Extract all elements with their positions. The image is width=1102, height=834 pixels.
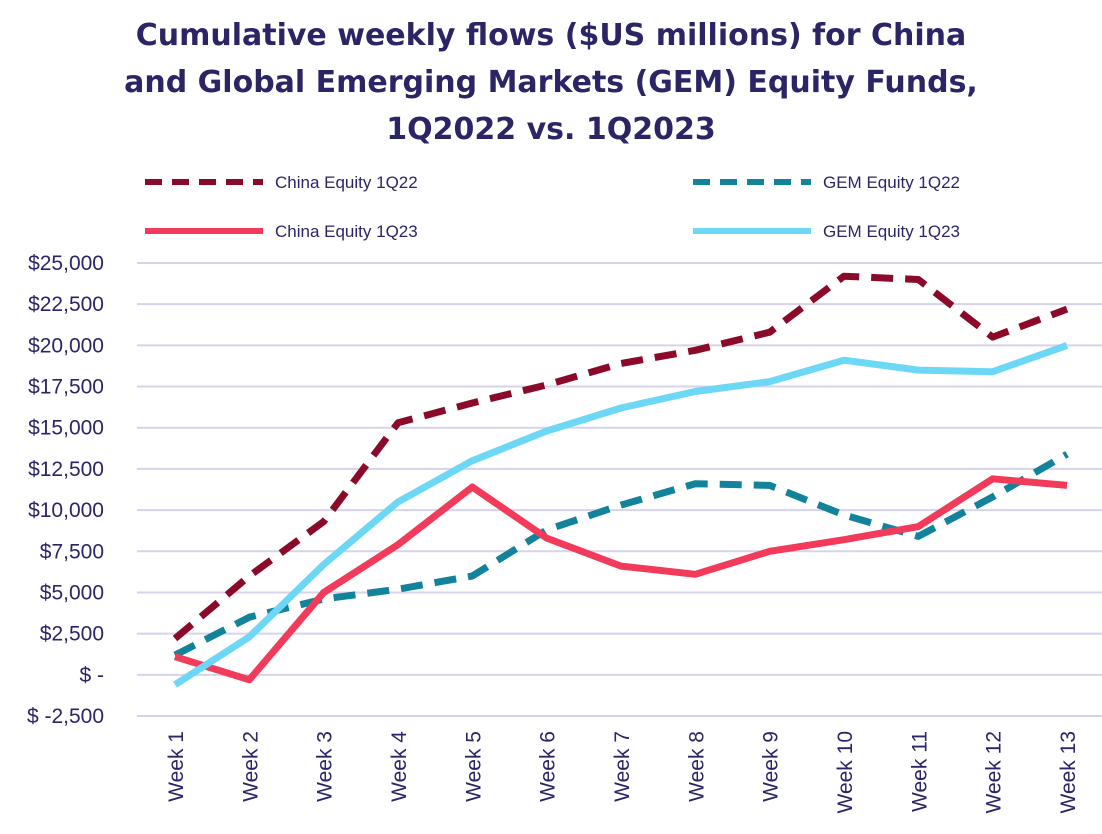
y-tick-label: $ - — [79, 664, 104, 687]
chart-title: Cumulative weekly flows ($US millions) f… — [0, 12, 1102, 153]
chart-title-line-1: Cumulative weekly flows ($US millions) f… — [135, 18, 967, 53]
legend: China Equity 1Q22 GEM Equity 1Q22 China Eq… — [145, 173, 960, 241]
series-lines — [172, 272, 1069, 688]
x-tick-label: Week 10 — [834, 731, 857, 814]
y-tick-label: $25,000 — [28, 252, 104, 275]
series-line-1 — [173, 451, 1069, 659]
series-line-0 — [172, 272, 1069, 642]
x-tick-label: Week 7 — [611, 731, 634, 802]
y-tick-label: $2,500 — [40, 623, 104, 646]
x-tick-label: Week 2 — [239, 731, 262, 802]
chart-title-line-2: and Global Emerging Markets (GEM) Equity… — [124, 65, 978, 100]
x-tick-label: Week 4 — [388, 731, 411, 802]
chart-title-line-3: 1Q2022 vs. 1Q2023 — [386, 112, 716, 147]
y-tick-label: $20,000 — [28, 334, 104, 357]
x-tick-label: Week 1 — [165, 731, 188, 802]
y-tick-label: $15,000 — [28, 417, 104, 440]
x-tick-label: Week 8 — [685, 731, 708, 802]
series-line-2 — [173, 475, 1068, 684]
x-tick-label: Week 13 — [1057, 731, 1080, 814]
series-line-3 — [173, 342, 1069, 688]
y-tick-label: $17,500 — [28, 376, 104, 399]
x-tick-label: Week 11 — [908, 731, 931, 812]
y-tick-label: $ -2,500 — [27, 705, 104, 728]
y-tick-label: $5,000 — [40, 581, 104, 604]
x-tick-label: Week 5 — [462, 731, 485, 802]
x-tick-label: Week 9 — [760, 731, 783, 802]
gridlines — [137, 262, 1102, 717]
y-tick-label: $12,500 — [28, 458, 104, 481]
x-axis: Week 1 Week 2 Week 3 Week 4 Week 5 Week 6 Week… — [165, 731, 1080, 814]
legend-label: China Equity 1Q23 — [275, 222, 418, 241]
x-tick-label: Week 12 — [983, 731, 1006, 814]
legend-label: GEM Equity 1Q22 — [823, 173, 960, 192]
y-tick-label: $10,000 — [28, 499, 104, 522]
x-tick-label: Week 6 — [537, 731, 560, 802]
y-tick-label: $7,500 — [40, 540, 104, 563]
legend-label: GEM Equity 1Q23 — [823, 222, 960, 241]
y-axis: $25,000 $22,500 $20,000 $17,500 $15,000 $12,5… — [27, 252, 104, 728]
legend-label: China Equity 1Q22 — [275, 173, 418, 192]
y-tick-label: $22,500 — [28, 293, 104, 316]
x-tick-label: Week 3 — [314, 731, 337, 802]
